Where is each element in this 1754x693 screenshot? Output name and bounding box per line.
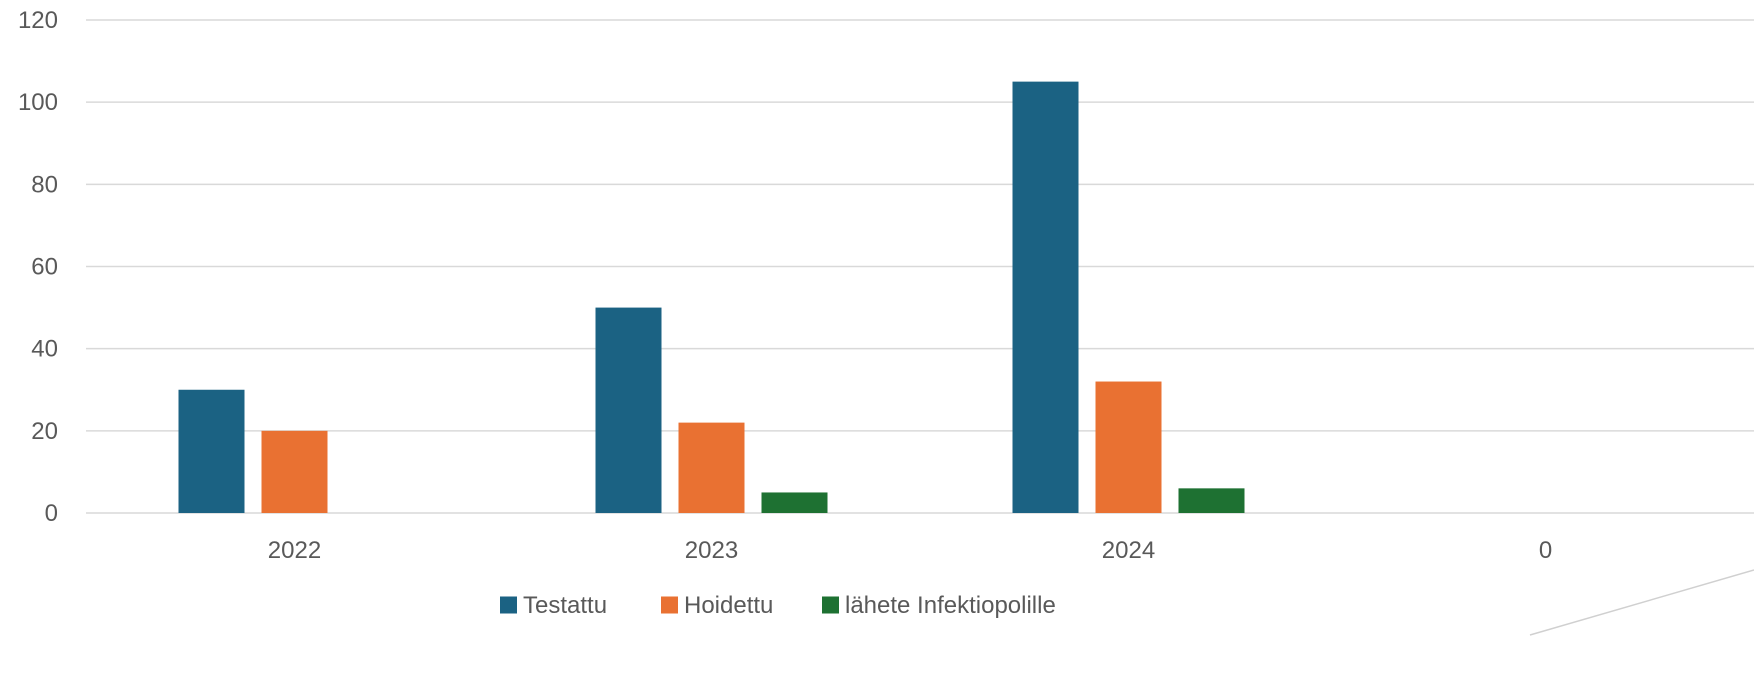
bar-s0-2022 bbox=[178, 389, 245, 513]
bar-s2-2023 bbox=[761, 492, 828, 513]
x-tick-label: 2024 bbox=[1102, 537, 1155, 564]
y-tick-label: 60 bbox=[31, 254, 58, 281]
bar-s1-2024 bbox=[1095, 381, 1162, 513]
x-tick-label: 0 bbox=[1539, 537, 1552, 564]
legend-label-1: Hoidettu bbox=[684, 592, 773, 619]
legend-label-0: Testattu bbox=[523, 592, 607, 619]
bar-s1-2023 bbox=[678, 422, 745, 513]
bar-s1-2022 bbox=[261, 430, 328, 513]
legend-swatch-0 bbox=[500, 596, 517, 614]
bar-s0-2023 bbox=[595, 307, 662, 513]
y-tick-label: 120 bbox=[18, 7, 58, 34]
y-tick-label: 100 bbox=[18, 89, 58, 116]
bar-s2-2024 bbox=[1178, 488, 1245, 513]
legend-swatch-1 bbox=[661, 596, 678, 614]
legend-swatch-2 bbox=[822, 596, 839, 614]
legend-label-2: lähete Infektiopolille bbox=[845, 592, 1056, 619]
y-tick-label: 20 bbox=[31, 418, 58, 445]
x-tick-label: 2022 bbox=[268, 537, 321, 564]
decorative-corner-line bbox=[1529, 569, 1754, 636]
y-tick-label: 80 bbox=[31, 171, 58, 198]
x-tick-label: 2023 bbox=[685, 537, 738, 564]
bar-s0-2024 bbox=[1012, 81, 1079, 513]
y-tick-label: 40 bbox=[31, 336, 58, 363]
y-tick-label: 0 bbox=[45, 500, 58, 527]
